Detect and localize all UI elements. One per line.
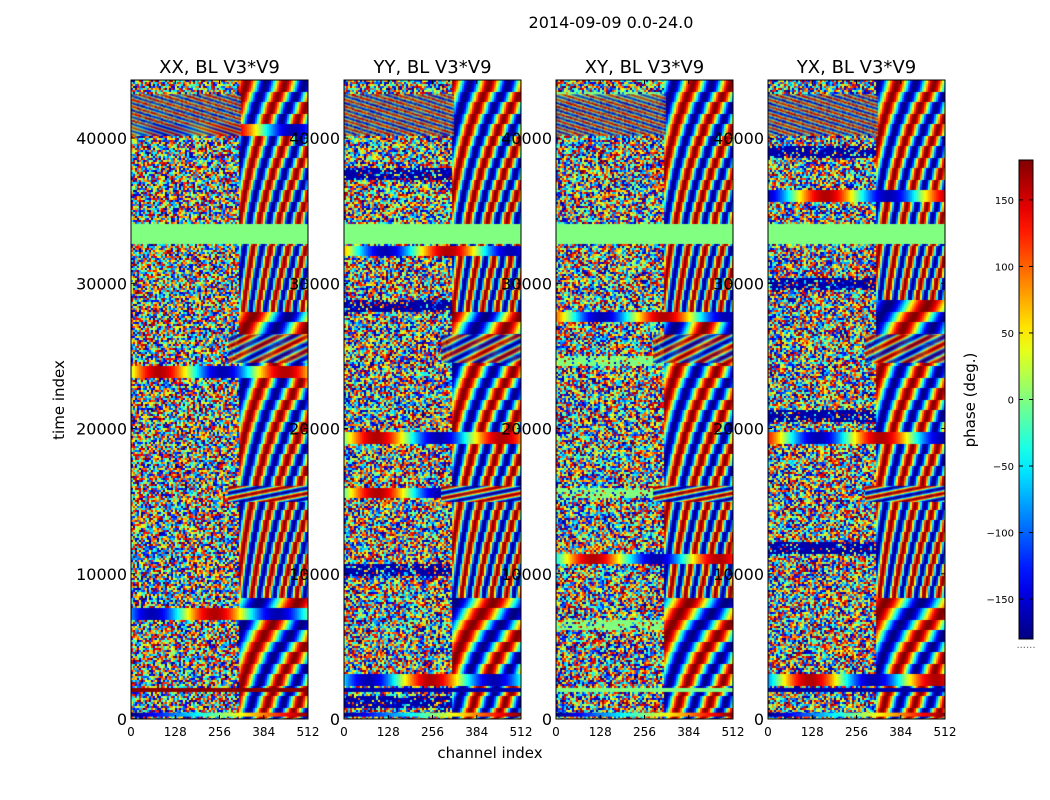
x-tick-label: 0 [340,725,348,739]
y-tick-label: 20000 [76,420,127,439]
y-tick-label: 10000 [76,565,127,584]
y-tick-label: 0 [754,710,764,729]
y-tick-label: 40000 [289,129,340,148]
x-tick-label: 384 [677,725,700,739]
x-tick-label: 0 [127,725,135,739]
colorbar-tick-label: −50 [993,462,1014,473]
x-tick-label: 0 [552,725,560,739]
y-tick-label: 40000 [501,129,552,148]
colorbar-tick-label: −100 [987,529,1014,540]
y-tick-label: 40000 [76,129,127,148]
x-tick-label: 384 [465,725,488,739]
x-tick-label: 128 [801,725,824,739]
colorbar-label: phase (deg.) [961,353,979,448]
colorbar-tick-label: 100 [995,262,1014,273]
y-tick-label: 10000 [713,565,764,584]
x-tick-label: 512 [934,725,957,739]
colorbar-tick-label: 0 [1008,396,1014,407]
x-axis-label: channel index [437,744,542,762]
phase-heatmap [344,80,521,719]
panel-title: XX, BL V3*V9 [159,57,280,78]
y-tick-label: 0 [330,710,340,729]
colorbar-footer: ...... [1016,640,1035,651]
colorbar-tick-label: 50 [1001,329,1014,340]
figure-suptitle: 2014-09-09 0.0-24.0 [529,13,694,32]
y-axis-label: time index [50,360,68,440]
x-tick-label: 384 [252,725,275,739]
y-tick-label: 30000 [76,274,127,293]
y-tick-label: 0 [542,710,552,729]
x-tick-label: 256 [208,725,231,739]
x-tick-label: 256 [421,725,444,739]
x-tick-label: 128 [164,725,187,739]
panel-title: YY, BL V3*V9 [372,57,491,78]
y-tick-label: 20000 [713,420,764,439]
x-tick-label: 256 [633,725,656,739]
y-tick-label: 40000 [713,129,764,148]
x-tick-label: 384 [889,725,912,739]
colorbar: 150 100 50 0 −50 −100 −150 [987,159,1034,640]
x-tick-label: 512 [297,725,320,739]
y-tick-label: 10000 [501,565,552,584]
phase-heatmap [131,80,308,719]
x-tick-label: 256 [845,725,868,739]
colorbar-tick-label: −150 [987,595,1014,606]
panel: YY, BL V3*V9 0 128 256 384 512 0 10000 20000 3000… [289,57,532,739]
y-tick-label: 20000 [289,420,340,439]
y-tick-label: 30000 [289,274,340,293]
y-tick-label: 10000 [289,565,340,584]
y-tick-label: 30000 [713,274,764,293]
panel-title: XY, BL V3*V9 [585,57,704,78]
panel: XX, BL V3*V9 0 128 256 384 512 0 10000 20000 3000… [76,57,319,739]
panel: YX, BL V3*V9 0 128 256 384 512 0 10000 20000 3000… [713,57,956,739]
panels-group: XX, BL V3*V9 0 128 256 384 512 0 10000 20000 3000… [76,57,956,739]
y-tick-label: 30000 [501,274,552,293]
x-tick-label: 512 [510,725,533,739]
x-tick-label: 128 [589,725,612,739]
y-tick-label: 0 [117,710,127,729]
colorbar-tick-label: 150 [995,196,1014,207]
x-tick-label: 128 [377,725,400,739]
y-tick-label: 20000 [501,420,552,439]
panel: XY, BL V3*V9 0 128 256 384 512 0 10000 20000 3000… [501,57,744,739]
phase-heatmap [556,80,733,719]
panel-title: YX, BL V3*V9 [796,57,916,78]
phase-heatmap [768,80,945,719]
x-tick-label: 512 [722,725,745,739]
x-tick-label: 0 [764,725,772,739]
